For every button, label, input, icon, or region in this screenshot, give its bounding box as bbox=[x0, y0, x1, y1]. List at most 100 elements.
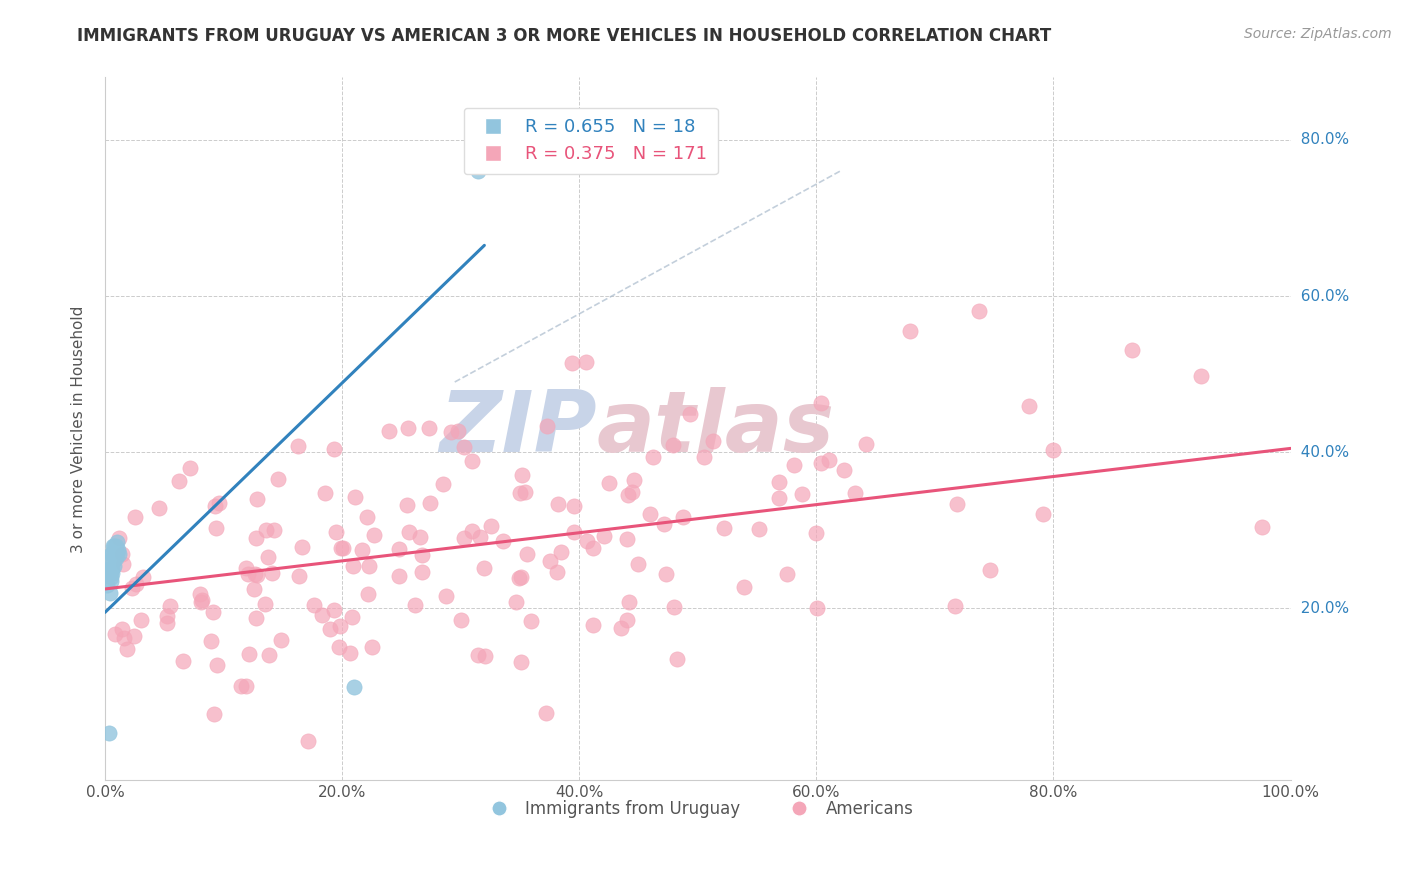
Point bbox=[104, 539, 127, 553]
Point bbox=[505, 594, 527, 608]
Point bbox=[621, 485, 644, 500]
Point bbox=[672, 509, 695, 524]
Point bbox=[387, 569, 409, 583]
Point bbox=[329, 619, 352, 633]
Point bbox=[652, 517, 675, 532]
Point bbox=[297, 734, 319, 748]
Point bbox=[311, 607, 333, 622]
Text: 80.0%: 80.0% bbox=[1291, 132, 1348, 147]
Point bbox=[111, 548, 134, 562]
Point bbox=[328, 640, 350, 655]
Point bbox=[98, 555, 121, 569]
Point bbox=[439, 425, 461, 439]
Point bbox=[453, 440, 475, 454]
Point bbox=[562, 525, 585, 540]
Point bbox=[946, 497, 969, 511]
Point bbox=[122, 629, 145, 643]
Point bbox=[359, 558, 381, 573]
Point bbox=[582, 541, 605, 555]
Point bbox=[434, 589, 457, 603]
Point bbox=[107, 543, 129, 558]
Point bbox=[235, 561, 257, 575]
Point bbox=[323, 442, 346, 457]
Point bbox=[395, 498, 418, 512]
Point bbox=[325, 525, 347, 540]
Point bbox=[855, 437, 877, 451]
Point bbox=[804, 526, 827, 541]
Point bbox=[655, 566, 678, 581]
Point bbox=[662, 437, 685, 451]
Point bbox=[627, 557, 650, 571]
Point bbox=[257, 550, 280, 565]
Point bbox=[1121, 343, 1143, 357]
Point bbox=[623, 473, 645, 487]
Point bbox=[111, 622, 134, 636]
Point bbox=[616, 614, 638, 628]
Point bbox=[447, 424, 470, 438]
Point bbox=[101, 547, 124, 561]
Point bbox=[510, 655, 533, 669]
Point bbox=[547, 497, 569, 511]
Point bbox=[461, 524, 484, 539]
Point bbox=[898, 324, 921, 338]
Point bbox=[323, 603, 346, 617]
Point bbox=[207, 658, 229, 673]
Point bbox=[419, 496, 441, 510]
Point bbox=[101, 562, 124, 576]
Point bbox=[1251, 519, 1274, 533]
Point bbox=[361, 640, 384, 654]
Text: Source: ZipAtlas.com: Source: ZipAtlas.com bbox=[1244, 27, 1392, 41]
Point bbox=[229, 679, 252, 693]
Point bbox=[616, 533, 638, 547]
Point bbox=[679, 407, 702, 421]
Point bbox=[418, 421, 440, 435]
Point bbox=[561, 356, 583, 370]
Text: 40.0%: 40.0% bbox=[1291, 445, 1348, 459]
Point bbox=[783, 458, 806, 473]
Point bbox=[97, 726, 120, 740]
Point bbox=[817, 452, 839, 467]
Point bbox=[411, 565, 433, 579]
Point bbox=[536, 706, 558, 720]
Point bbox=[576, 534, 599, 549]
Point bbox=[508, 571, 530, 585]
Point bbox=[96, 578, 118, 592]
Point bbox=[481, 519, 503, 533]
Point bbox=[472, 561, 495, 575]
Point bbox=[257, 648, 280, 662]
Point bbox=[190, 586, 212, 600]
Point bbox=[246, 491, 269, 506]
Point bbox=[319, 623, 342, 637]
Point bbox=[105, 547, 128, 561]
Point bbox=[411, 548, 433, 562]
Point bbox=[156, 609, 179, 624]
Point bbox=[398, 525, 420, 540]
Point bbox=[810, 395, 832, 409]
Point bbox=[103, 555, 125, 569]
Point bbox=[404, 598, 426, 612]
Point bbox=[357, 587, 380, 601]
Point bbox=[263, 523, 285, 537]
Point bbox=[124, 510, 146, 524]
Point bbox=[190, 593, 212, 607]
Point bbox=[343, 680, 366, 694]
Point bbox=[314, 486, 336, 500]
Point bbox=[832, 463, 855, 477]
Point bbox=[115, 642, 138, 657]
Y-axis label: 3 or more Vehicles in Household: 3 or more Vehicles in Household bbox=[72, 305, 86, 552]
Point bbox=[562, 499, 585, 513]
Point bbox=[575, 355, 598, 369]
Point bbox=[638, 508, 661, 522]
Point bbox=[253, 597, 276, 611]
Point bbox=[156, 616, 179, 631]
Point bbox=[516, 547, 538, 561]
Point bbox=[733, 580, 755, 594]
Point bbox=[238, 567, 260, 582]
Point bbox=[409, 530, 432, 544]
Point bbox=[132, 570, 155, 584]
Point bbox=[617, 488, 640, 502]
Point bbox=[101, 566, 124, 581]
Point bbox=[520, 615, 543, 629]
Point bbox=[350, 543, 373, 558]
Point bbox=[103, 558, 125, 573]
